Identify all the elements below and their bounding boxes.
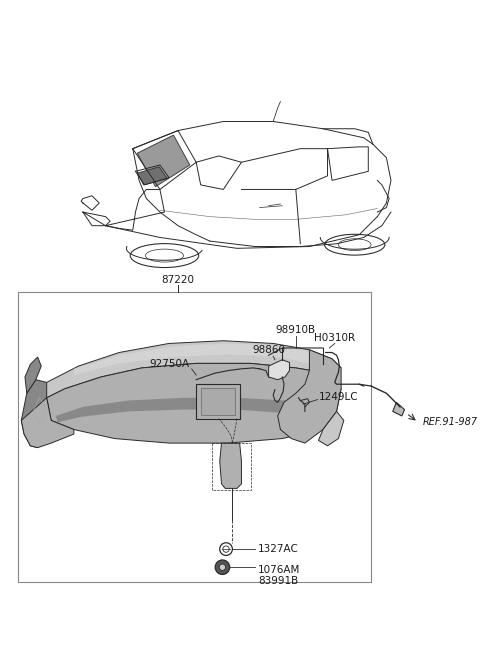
Circle shape [219,564,226,570]
Polygon shape [25,357,41,394]
Polygon shape [21,380,51,447]
Polygon shape [137,135,190,187]
Text: 1249LC: 1249LC [318,392,358,402]
Text: 98860: 98860 [252,345,285,355]
Text: H0310R: H0310R [314,332,355,342]
Polygon shape [137,167,167,185]
Polygon shape [393,402,405,416]
Bar [196,384,240,419]
Text: 83991B: 83991B [258,576,298,586]
Polygon shape [269,360,289,380]
Polygon shape [220,443,241,488]
Bar [213,443,251,490]
Text: 1327AC: 1327AC [258,544,299,554]
Polygon shape [47,363,341,443]
Polygon shape [74,344,327,375]
Polygon shape [56,397,335,425]
Circle shape [215,560,230,574]
Text: 1076AM: 1076AM [258,566,300,576]
Polygon shape [47,341,341,397]
Text: 87220: 87220 [162,275,194,284]
Text: REF.91-987: REF.91-987 [423,417,478,427]
Bar [18,292,371,581]
Bar [201,388,235,415]
Polygon shape [278,350,341,443]
Polygon shape [47,394,58,406]
Text: 92750A: 92750A [150,359,190,369]
Polygon shape [21,397,74,447]
Text: 98910B: 98910B [276,325,316,335]
Polygon shape [318,411,344,446]
